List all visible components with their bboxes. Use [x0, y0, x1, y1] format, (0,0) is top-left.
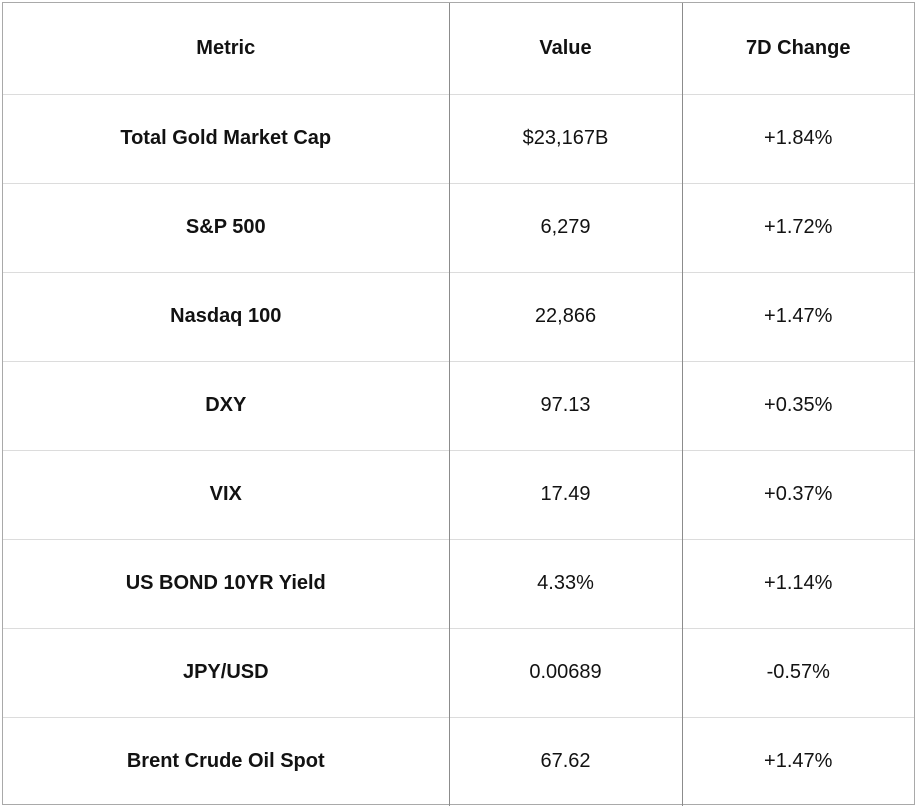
metric-cell: DXY [3, 360, 449, 450]
table-row-brent-crude-oil-spot: Brent Crude Oil Spot 67.62 +1.47% [3, 716, 914, 806]
change-cell: +0.37% [681, 449, 914, 539]
metric-cell: Brent Crude Oil Spot [3, 716, 449, 806]
change-cell: +1.47% [681, 271, 914, 361]
value-cell: 17.49 [448, 449, 682, 539]
table-row-total-gold-market-cap: Total Gold Market Cap $23,167B +1.84% [3, 93, 914, 183]
table-body: Total Gold Market Cap $23,167B +1.84% S&… [3, 93, 914, 806]
change-cell: +1.72% [681, 182, 914, 272]
metric-cell: JPY/USD [3, 627, 449, 717]
table-header: Metric Value 7D Change [3, 3, 914, 94]
value-cell: 67.62 [448, 716, 682, 806]
table-row-nasdaq-100: Nasdaq 100 22,866 +1.47% [3, 271, 914, 361]
metric-cell: VIX [3, 449, 449, 539]
metrics-table: Metric Value 7D Change Total Gold Market… [3, 3, 914, 806]
value-cell: 22,866 [448, 271, 682, 361]
value-cell: 4.33% [448, 538, 682, 628]
column-header-value: Value [448, 3, 682, 94]
value-cell: 6,279 [448, 182, 682, 272]
table-row-sp500: S&P 500 6,279 +1.72% [3, 182, 914, 272]
value-cell: 0.00689 [448, 627, 682, 717]
metric-cell: US BOND 10YR Yield [3, 538, 449, 628]
column-header-7d-change: 7D Change [681, 3, 914, 94]
change-cell: +0.35% [681, 360, 914, 450]
table-header-row: Metric Value 7D Change [3, 3, 914, 94]
change-cell: +1.47% [681, 716, 914, 806]
change-cell: +1.84% [681, 93, 914, 183]
metric-cell: Nasdaq 100 [3, 271, 449, 361]
table-row-dxy: DXY 97.13 +0.35% [3, 360, 914, 450]
value-cell: $23,167B [448, 93, 682, 183]
change-cell: +1.14% [681, 538, 914, 628]
metric-cell: Total Gold Market Cap [3, 93, 449, 183]
table-row-us-bond-10yr-yield: US BOND 10YR Yield 4.33% +1.14% [3, 538, 914, 628]
table-row-jpy-usd: JPY/USD 0.00689 -0.57% [3, 627, 914, 717]
change-cell: -0.57% [681, 627, 914, 717]
metric-cell: S&P 500 [3, 182, 449, 272]
table-row-vix: VIX 17.49 +0.37% [3, 449, 914, 539]
column-header-metric: Metric [196, 36, 256, 59]
value-cell: 97.13 [448, 360, 682, 450]
